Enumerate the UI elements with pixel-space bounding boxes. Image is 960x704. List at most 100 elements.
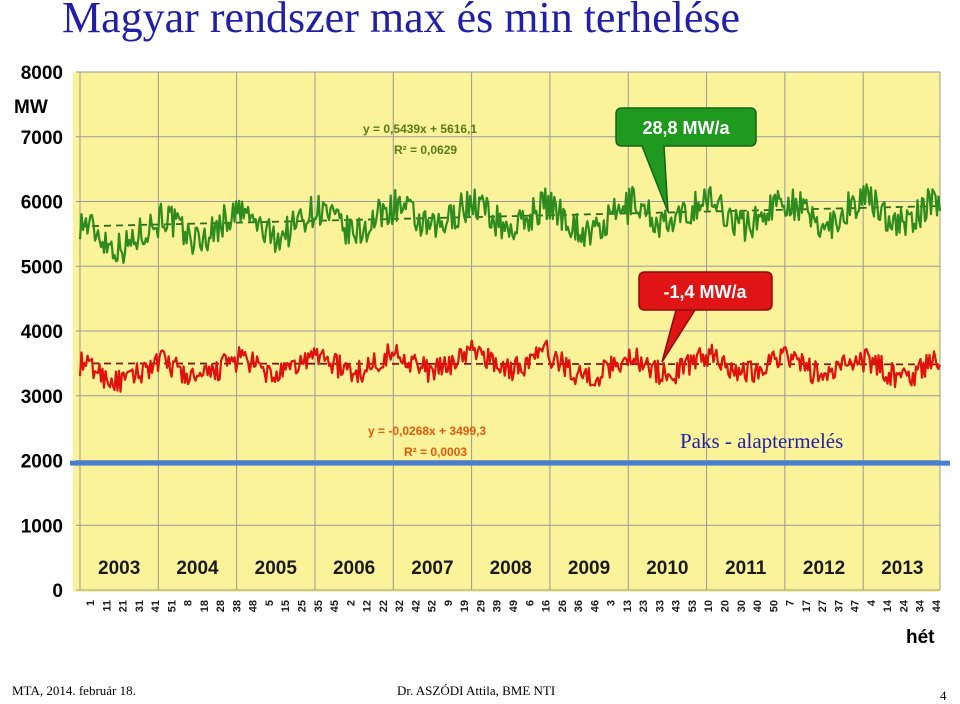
year-label: 2012 — [803, 558, 845, 579]
trend-equation-max: y = 0,5439x + 5616,1 — [363, 122, 477, 136]
y-tick-label: 4000 — [21, 322, 63, 343]
x-tick-label: 21 — [118, 600, 130, 612]
page-number: 4 — [940, 688, 947, 703]
year-label: 2011 — [725, 558, 767, 579]
x-tick-label: 50 — [768, 600, 780, 612]
x-tick-label: 37 — [833, 600, 845, 612]
series-line-min — [78, 339, 942, 393]
x-tick-label: 17 — [801, 600, 813, 612]
x-tick-label: 39 — [492, 600, 504, 612]
callout-max-text: 28,8 MW/a — [642, 118, 730, 138]
x-tick-label: 45 — [329, 600, 341, 612]
x-tick-label: 30 — [736, 600, 748, 612]
series-lines — [78, 183, 942, 393]
x-tick-label: 33 — [654, 600, 666, 612]
x-tick-label: 47 — [850, 600, 862, 612]
x-tick-label: 12 — [362, 600, 374, 612]
y-tick-label: 5000 — [21, 257, 63, 278]
reference-line-group: Paks - alaptermelés — [70, 429, 950, 466]
x-tick-label: 51 — [166, 600, 178, 612]
x-axis-label: hét — [906, 627, 935, 648]
x-tick-label: 5 — [264, 600, 276, 606]
x-tick-label: 43 — [671, 600, 683, 612]
x-tick-label: 46 — [589, 600, 601, 612]
trend-equations: y = 0,5439x + 5616,1 R² = 0,0629 y = -0,02… — [363, 122, 486, 459]
trend-r2-max: R² = 0,0629 — [394, 143, 457, 157]
x-tick-label: 28 — [215, 600, 227, 612]
x-tick-label: 41 — [150, 600, 162, 612]
x-tick-label: 26 — [557, 600, 569, 612]
year-label: 2009 — [568, 558, 610, 579]
x-tick-label: 35 — [313, 600, 325, 612]
x-tick-label: 38 — [231, 600, 243, 612]
y-tick-label: 8000 — [21, 63, 63, 84]
x-tick-label: 14 — [882, 599, 894, 612]
y-axis: 0 1000 2000 3000 4000 5000 6000 7000 8000 — [21, 63, 63, 602]
plot-background — [73, 72, 940, 592]
x-tick-label: 9 — [443, 600, 455, 606]
x-tick-label: 15 — [280, 600, 292, 612]
x-tick-label: 36 — [573, 600, 585, 612]
year-label: 2010 — [646, 558, 688, 579]
x-tick-label: 22 — [378, 600, 390, 612]
x-tick-label: 27 — [817, 600, 829, 612]
y-tick-label: 1000 — [21, 516, 63, 537]
y-tick-label: 6000 — [21, 193, 63, 214]
x-tick-label: 42 — [410, 600, 422, 612]
x-tick-label: 31 — [134, 600, 146, 612]
x-tick-label: 19 — [459, 600, 471, 612]
x-tick-label: 23 — [638, 600, 650, 612]
x-tick-label: 25 — [297, 600, 309, 612]
y-tick-label: 0 — [52, 581, 63, 602]
y-tick-label: 2000 — [21, 452, 63, 473]
year-label: 2013 — [881, 558, 923, 579]
reference-label: Paks - alaptermelés — [680, 429, 843, 453]
x-tick-label: 52 — [427, 600, 439, 612]
y-tick-label: 7000 — [21, 128, 63, 149]
footer-author: Dr. ASZÓDI Attila, BME NTI — [397, 683, 556, 698]
x-tick-label: 16 — [541, 600, 553, 612]
x-axis: 1 11 21 31 41 51 8 18 28 38 48 5 15 25 35 45 2 12 22 32 42 52… — [85, 599, 943, 612]
callout-max — [615, 107, 757, 213]
footer-event: MTA, 2014. február 18. — [12, 683, 136, 698]
x-tick-label: 20 — [720, 600, 732, 612]
x-tick-label: 40 — [752, 600, 764, 612]
year-label: 2007 — [411, 558, 453, 579]
x-tick-label: 1 — [85, 600, 97, 606]
x-tick-label: 24 — [898, 599, 910, 612]
callout-min-text: -1,4 MW/a — [663, 282, 747, 302]
callout-min — [638, 271, 773, 363]
chart-grid — [76, 71, 941, 591]
x-tick-label: 53 — [687, 600, 699, 612]
x-tick-label: 3 — [606, 600, 618, 606]
x-tick-label: 34 — [915, 599, 927, 612]
trend-equation-min: y = -0,0268x + 3499,3 — [368, 424, 486, 438]
trend-r2-min: R² = 0,0003 — [404, 445, 467, 459]
x-tick-label: 2 — [345, 600, 357, 606]
slide-title: Magyar rendszer max és min terhelése — [62, 0, 741, 42]
x-tick-label: 11 — [101, 600, 113, 612]
x-tick-label: 48 — [248, 600, 260, 612]
series-line-max — [78, 183, 942, 264]
year-label: 2008 — [490, 558, 532, 579]
x-tick-label: 44 — [931, 599, 943, 612]
year-label: 2006 — [333, 558, 375, 579]
callouts: 28,8 MW/a -1,4 MW/a — [615, 107, 773, 363]
x-tick-label: 29 — [475, 600, 487, 612]
y-axis-label: MW — [14, 97, 48, 118]
x-tick-label: 6 — [524, 600, 536, 606]
x-tick-label: 32 — [394, 600, 406, 612]
y-tick-label: 3000 — [21, 387, 63, 408]
x-tick-label: 7 — [785, 600, 797, 606]
year-label: 2003 — [98, 558, 140, 579]
x-tick-label: 18 — [199, 600, 211, 612]
year-label: 2005 — [255, 558, 298, 579]
x-tick-label: 10 — [703, 600, 715, 612]
x-tick-label: 4 — [866, 599, 878, 606]
year-labels: 2003 2004 2005 2006 2007 2008 2009 2010 2011 2012… — [98, 558, 923, 579]
x-tick-label: 49 — [508, 600, 520, 612]
x-tick-label: 13 — [622, 600, 634, 612]
x-tick-label: 8 — [183, 600, 195, 606]
year-label: 2004 — [176, 558, 219, 579]
